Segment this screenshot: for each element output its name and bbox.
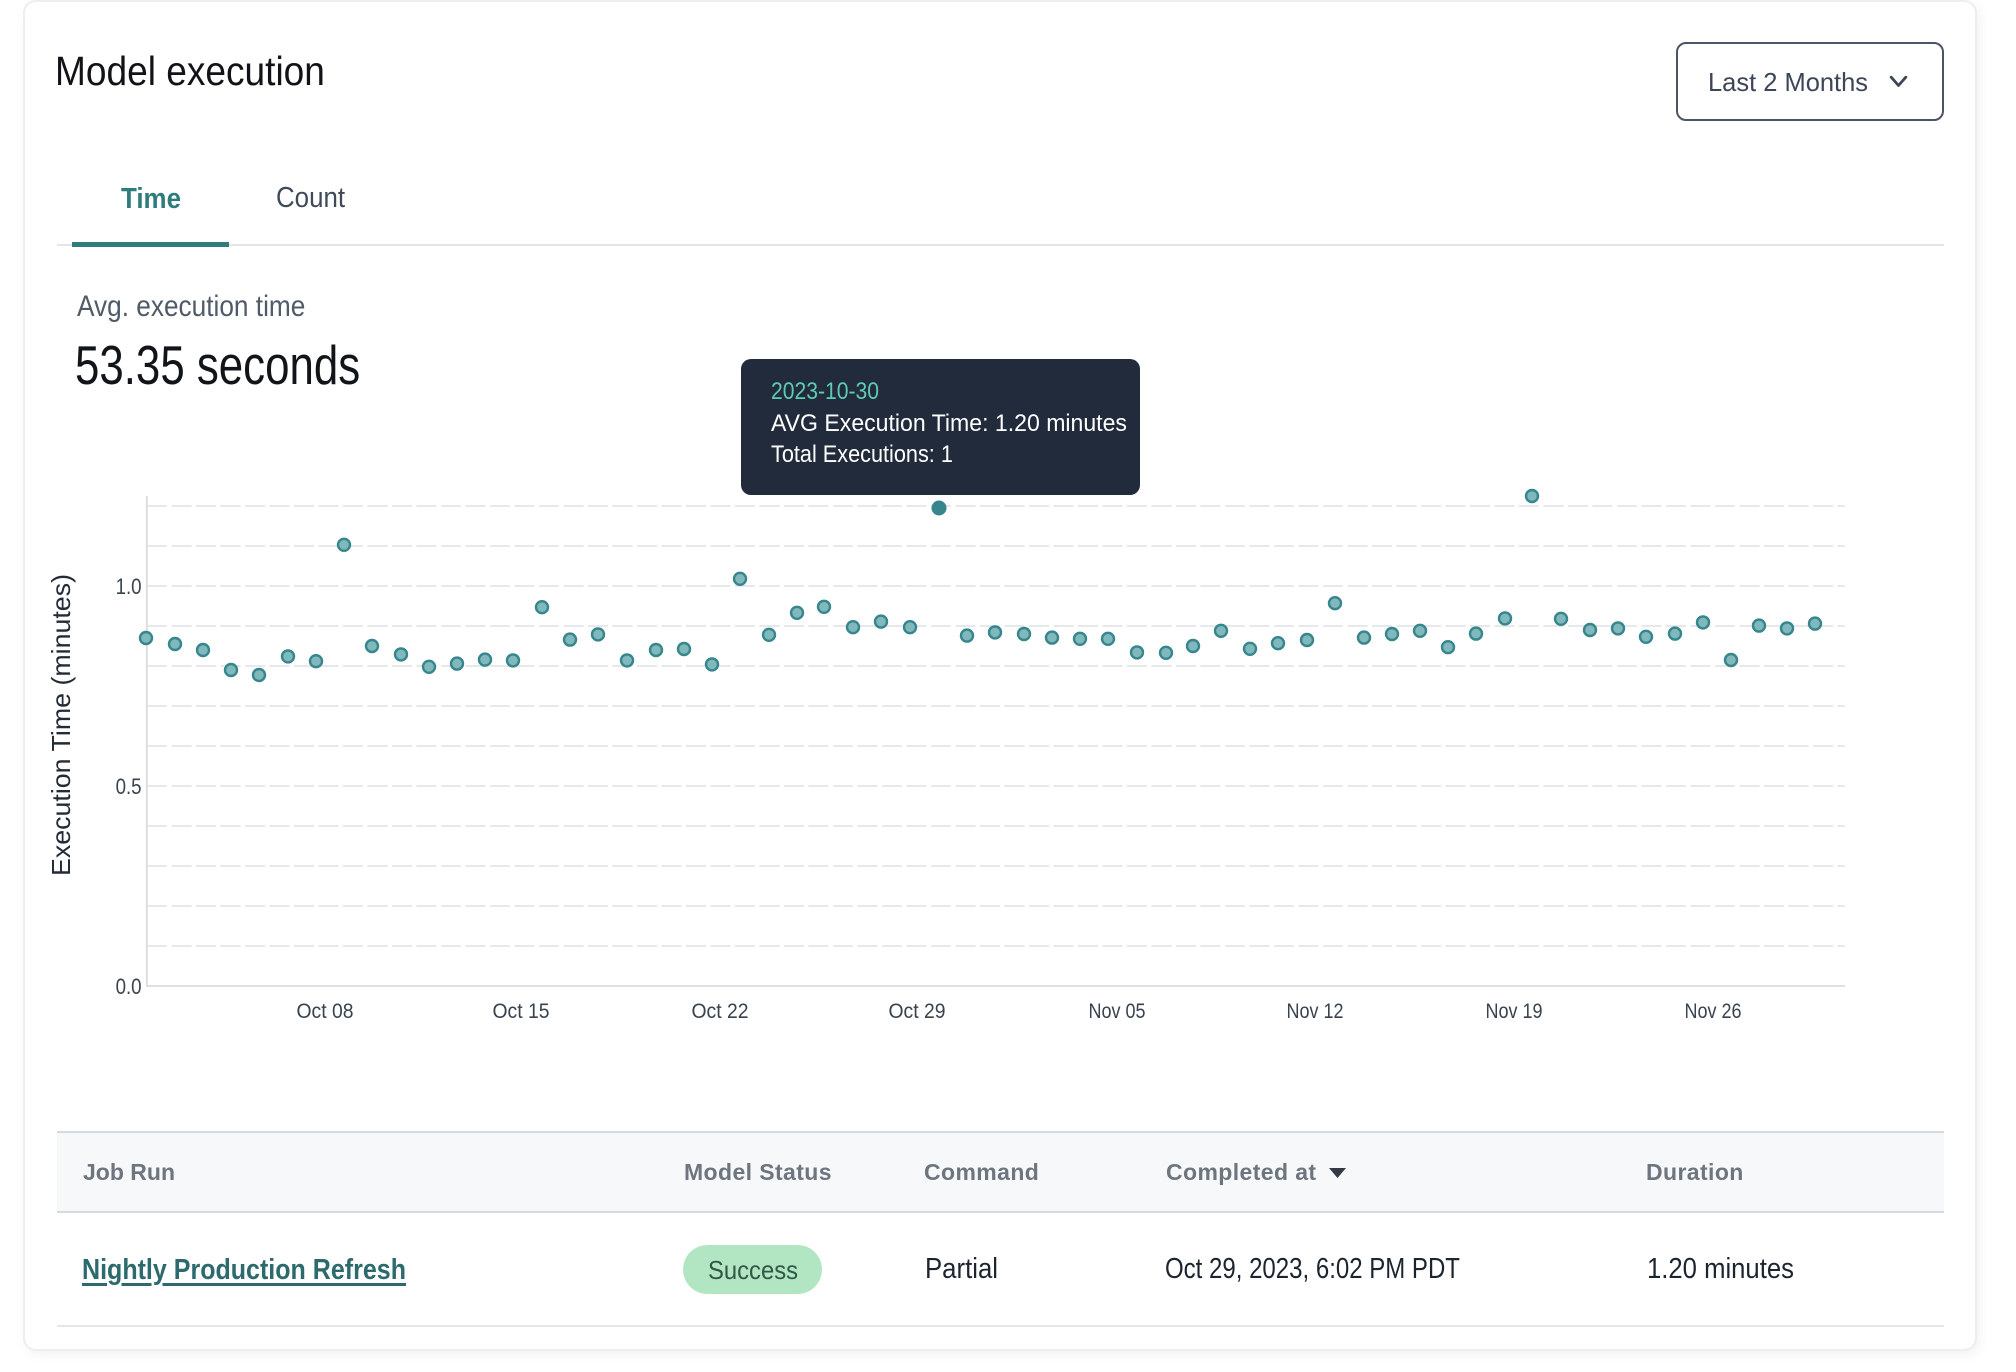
svg-text:Nov 05: Nov 05 [1089, 1000, 1146, 1023]
svg-text:Nov 19: Nov 19 [1486, 1000, 1543, 1023]
svg-text:1.0: 1.0 [116, 574, 142, 599]
svg-text:Execution Time (minutes): Execution Time (minutes) [46, 574, 76, 876]
svg-text:Nov 12: Nov 12 [1287, 1000, 1344, 1023]
svg-text:Oct 15: Oct 15 [493, 1000, 550, 1023]
svg-text:0.0: 0.0 [116, 974, 142, 999]
svg-text:Oct 08: Oct 08 [297, 1000, 354, 1023]
svg-text:0.5: 0.5 [116, 774, 142, 799]
svg-text:Nov 26: Nov 26 [1685, 1000, 1742, 1023]
svg-text:Oct 29: Oct 29 [889, 1000, 946, 1023]
svg-text:Oct 22: Oct 22 [692, 1000, 749, 1023]
